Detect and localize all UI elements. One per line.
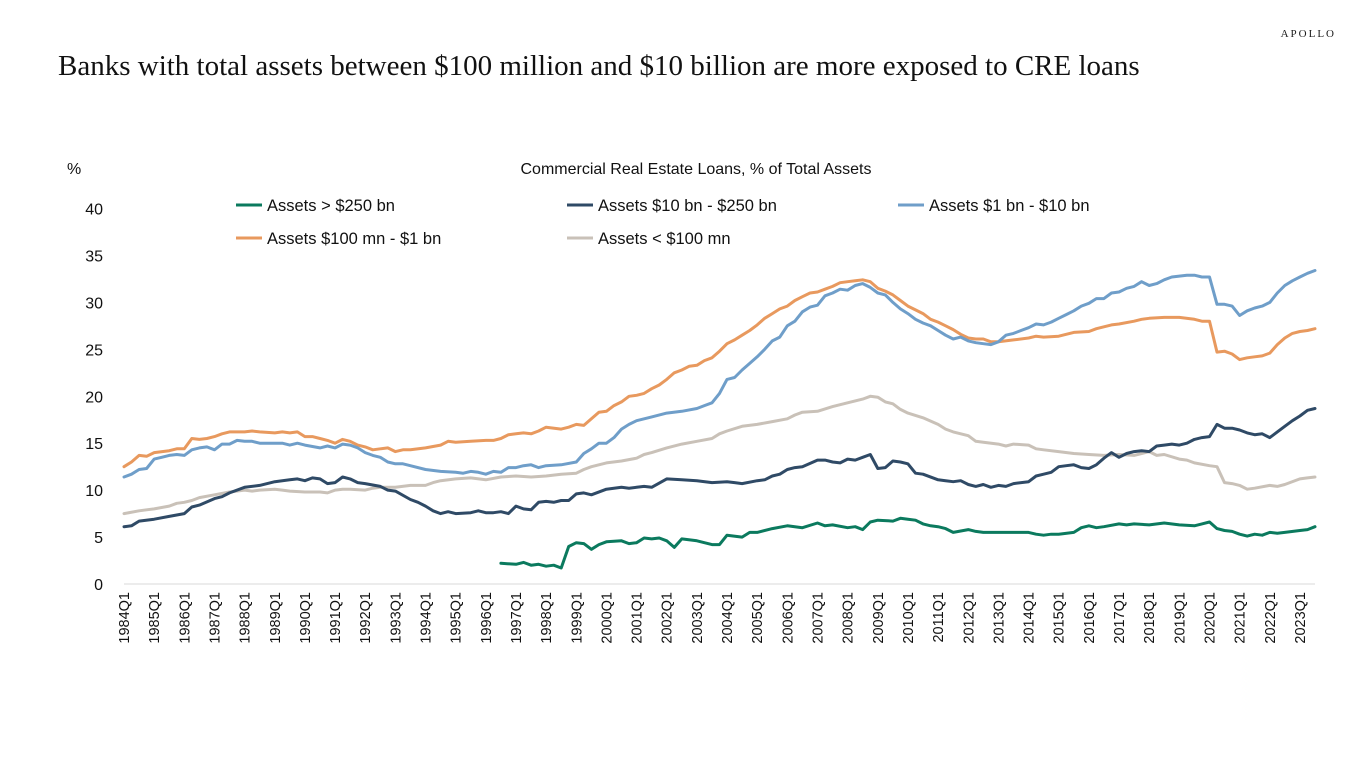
legend-label: Assets < $100 mn — [598, 230, 731, 248]
x-tick-label: 2004Q1 — [720, 592, 736, 644]
x-tick-label: 2017Q1 — [1112, 592, 1128, 644]
x-tick-label: 1996Q1 — [479, 592, 495, 644]
series-line — [122, 278, 1317, 469]
y-axis-label: % — [67, 161, 81, 178]
x-tick-label: 1994Q1 — [419, 592, 435, 644]
x-tick-label: 2016Q1 — [1082, 592, 1098, 644]
y-tick-label: 25 — [85, 342, 103, 359]
x-tick-label: 2001Q1 — [630, 592, 646, 644]
x-tick-label: 1986Q1 — [177, 592, 193, 644]
x-tick-label: 2013Q1 — [991, 592, 1007, 644]
x-tick-label: 2015Q1 — [1052, 592, 1068, 644]
x-tick-label: 2006Q1 — [780, 592, 796, 644]
y-tick-label: 5 — [94, 530, 103, 547]
x-tick-label: 1993Q1 — [388, 592, 404, 644]
y-tick-label: 0 — [94, 577, 103, 594]
x-tick-label: 1992Q1 — [358, 592, 374, 644]
y-tick-label: 40 — [85, 202, 103, 219]
x-tick-label: 2005Q1 — [750, 592, 766, 644]
x-tick-label: 2023Q1 — [1293, 592, 1309, 644]
x-tick-label: 2018Q1 — [1142, 592, 1158, 644]
apollo-logo-text: APOLLO — [1280, 28, 1336, 40]
x-tick-label: 2009Q1 — [871, 592, 887, 644]
series-line — [122, 269, 1317, 479]
x-tick-label: 2000Q1 — [599, 592, 615, 644]
x-tick-label: 1991Q1 — [328, 592, 344, 644]
legend-label: Assets $100 mn - $1 bn — [267, 230, 441, 248]
series-line — [499, 516, 1317, 570]
x-tick-label: 2022Q1 — [1263, 592, 1279, 644]
x-tick-label: 2021Q1 — [1233, 592, 1249, 644]
x-tick-label: 1998Q1 — [539, 592, 555, 644]
x-tick-label: 2008Q1 — [841, 592, 857, 644]
series-line — [122, 394, 1317, 516]
x-tick-label: 2019Q1 — [1172, 592, 1188, 644]
x-tick-label: 1989Q1 — [268, 592, 284, 644]
x-tick-label: 2003Q1 — [690, 592, 706, 644]
x-tick-label: 1995Q1 — [449, 592, 465, 644]
x-tick-label: 2020Q1 — [1202, 592, 1218, 644]
legend-label: Assets > $250 bn — [267, 197, 395, 215]
page-headline: Banks with total assets between $100 mil… — [58, 50, 1140, 82]
chart-title: Commercial Real Estate Loans, % of Total… — [521, 161, 872, 178]
x-tick-label: 1984Q1 — [117, 592, 133, 644]
y-tick-label: 10 — [85, 483, 103, 500]
x-tick-label: 1987Q1 — [207, 592, 223, 644]
y-tick-label: 30 — [85, 295, 103, 312]
x-tick-label: 1985Q1 — [147, 592, 163, 644]
x-axis: 1984Q1 1985Q1 1986Q1 1987Q1 1988Q1 1989Q1 1990… — [117, 592, 1309, 644]
legend-label: Assets $1 bn - $10 bn — [929, 197, 1090, 215]
legend-label: Assets $10 bn - $250 bn — [598, 197, 777, 215]
x-tick-label: 2007Q1 — [810, 592, 826, 644]
y-axis: 0 5 10 15 20 25 30 35 40 — [85, 202, 103, 595]
x-tick-label: 2014Q1 — [1022, 592, 1038, 644]
x-tick-label: 1988Q1 — [238, 592, 254, 644]
x-tick-label: 2011Q1 — [931, 592, 947, 643]
legend: Assets > $250 bn Assets $10 bn - $250 bn A… — [236, 197, 1090, 248]
series-line — [122, 407, 1317, 529]
x-tick-label: 2010Q1 — [901, 592, 917, 644]
y-tick-label: 35 — [85, 248, 103, 265]
x-tick-label: 1999Q1 — [569, 592, 585, 644]
x-tick-label: 2012Q1 — [961, 592, 977, 644]
y-tick-label: 15 — [85, 436, 103, 453]
x-tick-label: 1990Q1 — [298, 592, 314, 644]
x-tick-label: 2002Q1 — [660, 592, 676, 644]
x-tick-label: 1997Q1 — [509, 592, 525, 644]
y-tick-label: 20 — [85, 389, 103, 406]
series-lines — [122, 269, 1317, 570]
